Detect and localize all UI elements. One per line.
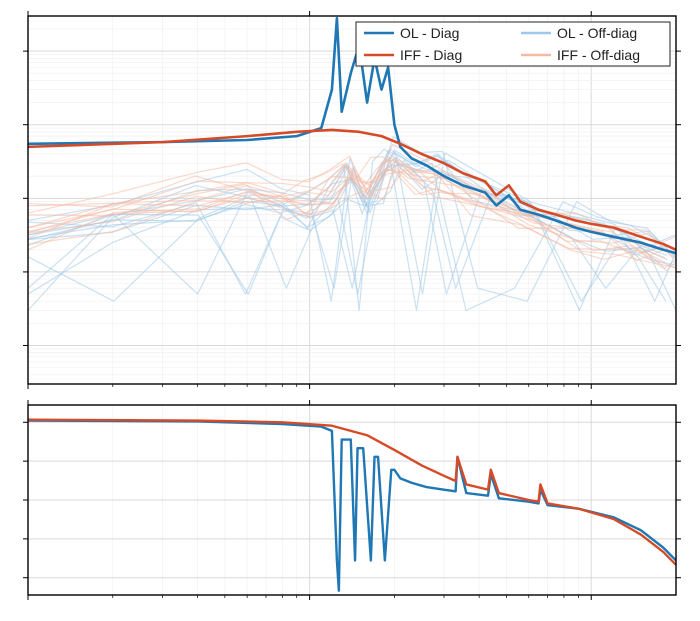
- legend-label: OL - Diag: [400, 25, 459, 41]
- figure-root: OL - Diag OL - Off-diag IFF - Diag IFF - Of…: [0, 0, 700, 621]
- panel-top: [23, 11, 681, 389]
- legend-label: OL - Off-diag: [557, 25, 637, 41]
- chart-svg: OL - Diag OL - Off-diag IFF - Diag IFF - Of…: [0, 0, 700, 621]
- legend-label: IFF - Diag: [400, 47, 462, 63]
- legend: OL - Diag OL - Off-diag IFF - Diag IFF - Of…: [356, 22, 670, 66]
- panel-bottom: [23, 400, 681, 600]
- legend-label: IFF - Off-diag: [557, 47, 640, 63]
